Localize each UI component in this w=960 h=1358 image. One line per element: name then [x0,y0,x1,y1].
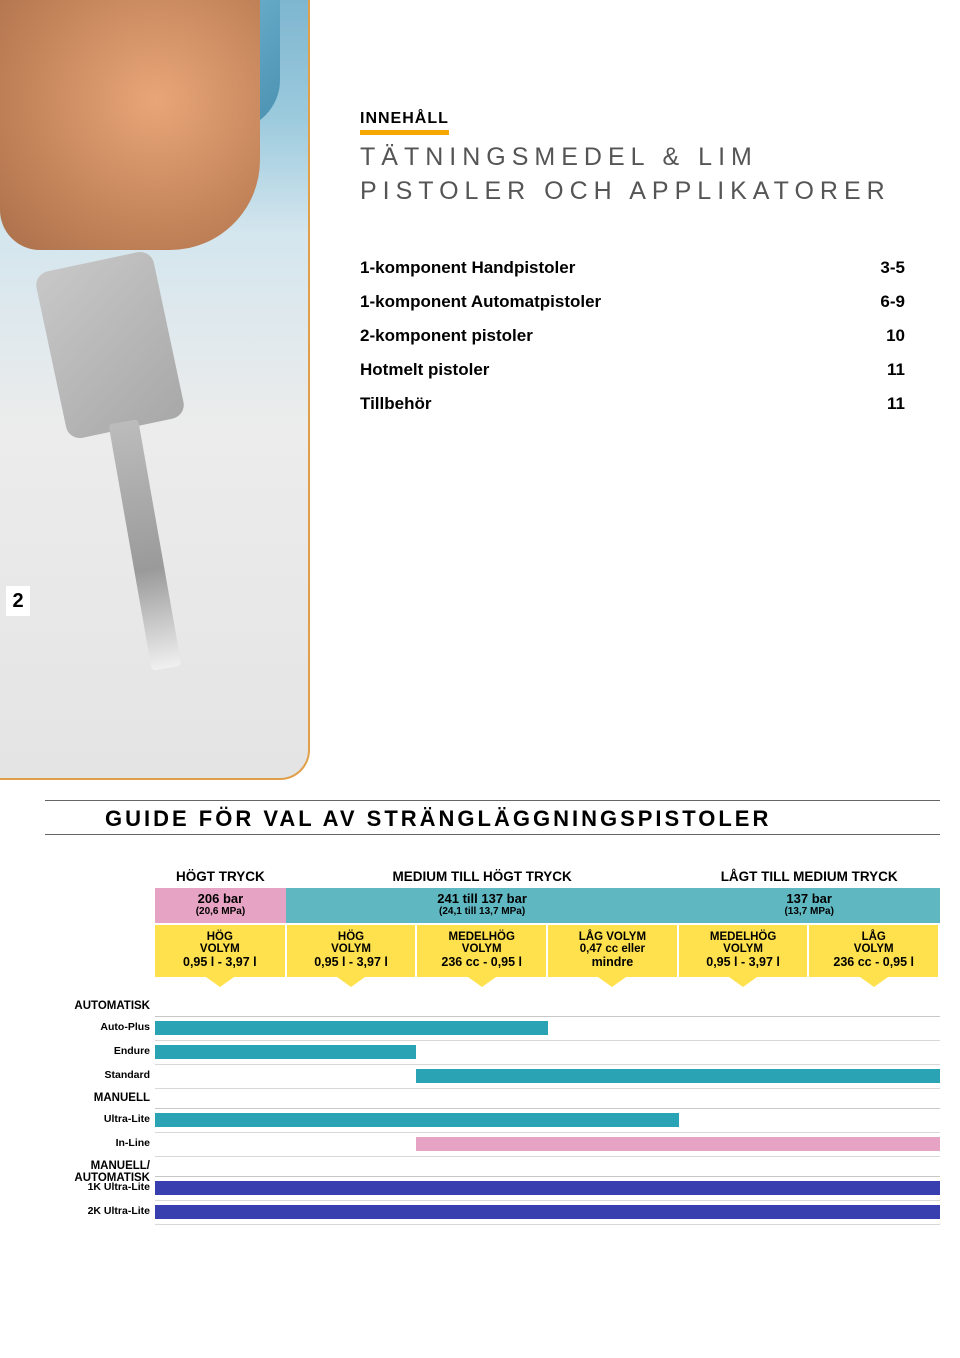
item-label: Auto-Plus [45,1022,150,1033]
item-label: Standard [45,1070,150,1081]
range-bar [155,1181,940,1195]
table-of-contents: 1-komponent Handpistoler 3-5 1-komponent… [360,258,905,428]
bar-value: 137 bar [786,891,832,906]
volume-col: LÅG VOLYM 236 cc - 0,95 l [808,924,939,977]
volume-header-row: HÖG VOLYM 0,95 l - 3,97 l HÖG VOLYM 0,95… [155,923,940,977]
range-bar [155,1021,548,1035]
hero-image [0,0,310,780]
toc-row: Tillbehör 11 [360,394,905,414]
vol-l3: 236 cc - 0,95 l [833,955,914,969]
item-label: 1K Ultra-Lite [45,1182,150,1193]
vol-l3: 0,95 l - 3,97 l [183,955,257,969]
vol-l1: HÖG [207,931,233,943]
bar-value: 206 bar [198,891,244,906]
guide-item-row: 2K Ultra-Lite [155,1201,940,1225]
hero-hand-shape [0,0,260,250]
toc-pages: 11 [887,394,905,414]
selection-guide: GUIDE FÖR VAL AV STRÄNGLÄGGNINGSPISTOLER… [45,800,940,1225]
range-bar [155,1205,940,1219]
vol-l3: 0,95 l - 3,97 l [706,955,780,969]
vol-l2: VOLYM [200,943,240,955]
pressure-col-bar: 241 till 137 bar (24,1 till 13,7 MPa) [286,888,679,923]
toc-pages: 6-9 [880,292,905,312]
mpa-value: (13,7 MPa) [678,906,940,917]
vol-l1: MEDELHÖG [448,931,514,943]
guide-item-row: 1K Ultra-Lite [155,1177,940,1201]
pressure-col-bar: 206 bar (20,6 MPa) [155,888,286,923]
toc-pages: 3-5 [880,258,905,278]
range-bar [155,1113,679,1127]
toc-label: 1-komponent Handpistoler [360,258,575,278]
selection-guide-chart: HÖGT TRYCK MEDIUM TILL HÖGT TRYCK LÅGT T… [45,865,940,1225]
mpa-value: (24,1 till 13,7 MPa) [286,906,679,917]
guide-item-row: Endure [155,1041,940,1065]
vol-l3: 0,95 l - 3,97 l [314,955,388,969]
pressure-heading-row: HÖGT TRYCK MEDIUM TILL HÖGT TRYCK LÅGT T… [155,865,940,888]
range-bar [416,1137,940,1151]
toc-label: 1-komponent Automatpistoler [360,292,601,312]
item-label: Endure [45,1046,150,1057]
guide-item-row: Ultra-Lite [155,1109,940,1133]
volume-col: MEDELHÖG VOLYM 236 cc - 0,95 l [416,924,547,977]
toc-label: Tillbehör [360,394,431,414]
volume-col: HÖG VOLYM 0,95 l - 3,97 l [286,924,417,977]
toc-pages: 10 [886,326,905,346]
vol-l1: HÖG [338,931,364,943]
item-label: In-Line [45,1138,150,1149]
toc-row: 1-komponent Automatpistoler 6-9 [360,292,905,312]
hero-nozzle-shape [109,419,182,670]
toc-label: 2-komponent pistoler [360,326,533,346]
range-bar [155,1045,416,1059]
guide-item-row: In-Line [155,1133,940,1157]
pressure-bar-row: 206 bar (20,6 MPa) 241 till 137 bar (24,… [155,888,940,923]
guide-category-row: AUTOMATISK [155,997,940,1017]
guide-item-row: Auto-Plus [155,1017,940,1041]
guide-title: GUIDE FÖR VAL AV STRÄNGLÄGGNINGSPISTOLER [45,800,940,835]
category-label: AUTOMATISK [45,1001,150,1013]
vol-l2: VOLYM [331,943,371,955]
toc-label: Hotmelt pistoler [360,360,489,380]
vol-l1: LÅG [862,931,886,943]
hero-tool-shape [34,249,187,440]
pressure-col-heading: LÅGT TILL MEDIUM TRYCK [678,865,940,888]
guide-item-row: Standard [155,1065,940,1089]
pressure-header-row: HÖGT TRYCK MEDIUM TILL HÖGT TRYCK LÅGT T… [155,865,940,923]
vol-l2: 0,47 cc eller [580,943,645,955]
range-bar [416,1069,940,1083]
pressure-col-bar: 137 bar (13,7 MPa) [678,888,940,923]
vol-l2: VOLYM [723,943,763,955]
item-label: 2K Ultra-Lite [45,1206,150,1217]
mpa-value: (20,6 MPa) [155,906,286,917]
volume-col: MEDELHÖG VOLYM 0,95 l - 3,97 l [678,924,809,977]
toc-pages: 11 [887,360,905,380]
toc-row: 1-komponent Handpistoler 3-5 [360,258,905,278]
guide-category-row: MANUELL/ AUTOMATISK [155,1157,940,1177]
vol-l2: VOLYM [462,943,502,955]
vol-l1: LÅG VOLYM [579,931,646,943]
vol-l1: MEDELHÖG [710,931,776,943]
section-title: TÄTNINGSMEDEL & LIM PISTOLER OCH APPLIKA… [360,141,910,209]
pressure-col-heading: MEDIUM TILL HÖGT TRYCK [286,865,679,888]
vol-l3: 236 cc - 0,95 l [441,955,522,969]
guide-bar-chart: AUTOMATISKAuto-PlusEndureStandardMANUELL… [155,997,940,1225]
page-number: 2 [6,586,30,616]
vol-l2: VOLYM [854,943,894,955]
category-label: MANUELL [45,1093,150,1105]
item-label: Ultra-Lite [45,1114,150,1125]
section-eyebrow: INNEHÅLL [360,110,449,135]
guide-category-row: MANUELL [155,1089,940,1109]
toc-row: Hotmelt pistoler 11 [360,360,905,380]
toc-row: 2-komponent pistoler 10 [360,326,905,346]
pressure-col-heading: HÖGT TRYCK [155,865,286,888]
vol-l3: mindre [592,955,634,969]
volume-col: HÖG VOLYM 0,95 l - 3,97 l [155,924,286,977]
bar-value: 241 till 137 bar [437,891,527,906]
volume-col: LÅG VOLYM 0,47 cc eller mindre [547,924,678,977]
